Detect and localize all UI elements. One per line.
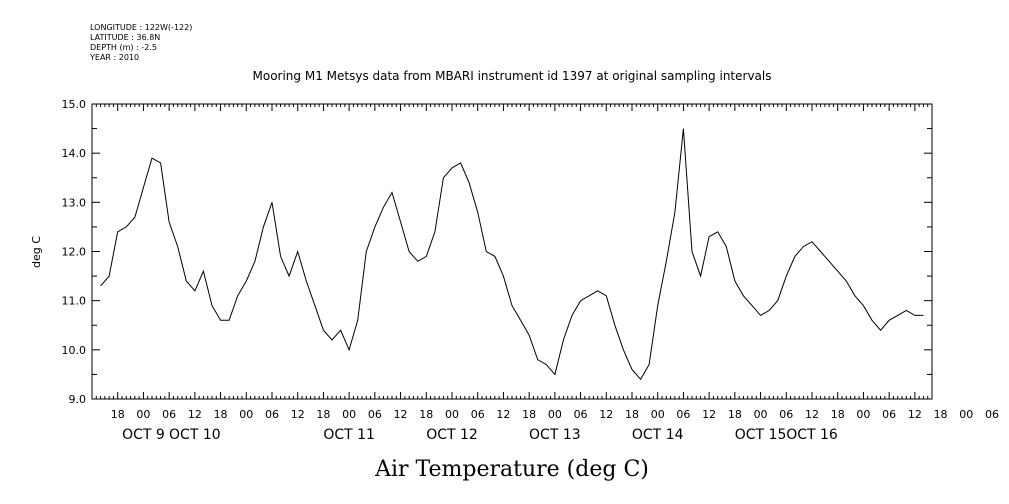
- x-day-label: OCT 9: [122, 427, 165, 443]
- x-hour-label: 18: [934, 408, 948, 421]
- year-text: YEAR : 2010: [89, 53, 139, 62]
- x-hour-label: 00: [445, 408, 459, 421]
- plot-frame: [91, 103, 933, 400]
- x-day-label: OCT 11: [323, 427, 375, 443]
- x-hour-label: 18: [419, 408, 433, 421]
- x-hour-label: 18: [111, 408, 125, 421]
- x-hour-label: 18: [831, 408, 845, 421]
- x-axis-label: Air Temperature (deg C): [374, 457, 649, 482]
- x-hour-label: 06: [265, 408, 279, 421]
- x-hour-label: 18: [522, 408, 536, 421]
- x-hour-label: 12: [599, 408, 613, 421]
- x-axis: 18 00 06 12 18 00 06 12 18 00 06 12 18 00 06 12 18 00 06 12…: [91, 104, 999, 443]
- x-day-label: OCT 12: [426, 427, 478, 443]
- x-day-label: OCT 13: [529, 427, 581, 443]
- y-tick-label: 15.0: [62, 98, 87, 111]
- x-hour-label: 00: [136, 408, 150, 421]
- x-hour-label: 06: [882, 408, 896, 421]
- air-temperature-line: [100, 128, 924, 381]
- x-hour-label: 18: [728, 408, 742, 421]
- x-hour-label: 12: [496, 408, 510, 421]
- x-hour-label: 06: [162, 408, 176, 421]
- x-hour-label: 18: [214, 408, 228, 421]
- x-hour-label: 06: [368, 408, 382, 421]
- longitude-text: LONGITUDE : 122W(-122): [90, 23, 192, 32]
- y-tick-label: 11.0: [62, 295, 87, 308]
- x-hour-label: 00: [856, 408, 870, 421]
- x-hour-label: 00: [959, 408, 973, 421]
- x-hour-label: 12: [291, 408, 305, 421]
- x-hour-label: 00: [754, 408, 768, 421]
- y-tick-label: 10.0: [62, 344, 87, 357]
- plot-area: [91, 103, 933, 400]
- y-tick-label: 9.0: [69, 393, 87, 406]
- y-axis: 9.0 10.0 11.0 12.0 13.0 14.0 15.0: [62, 98, 932, 406]
- x-hour-label: 00: [239, 408, 253, 421]
- y-tick-label: 12.0: [62, 246, 87, 259]
- x-hour-label: 06: [676, 408, 690, 421]
- x-day-label: OCT 10: [169, 427, 221, 443]
- x-hour-label: 18: [316, 408, 330, 421]
- x-hour-label: 12: [188, 408, 202, 421]
- x-hour-label: 00: [651, 408, 665, 421]
- x-day-label: OCT 14: [632, 427, 684, 443]
- x-hour-label: 00: [342, 408, 356, 421]
- x-hour-label: 12: [394, 408, 408, 421]
- x-hour-label: 12: [908, 408, 922, 421]
- x-hour-label: 06: [985, 408, 999, 421]
- latitude-text: LATITUDE : 36.8N: [90, 33, 160, 42]
- x-hour-label: 12: [702, 408, 716, 421]
- y-tick-label: 13.0: [62, 196, 87, 209]
- x-hour-label: 18: [625, 408, 639, 421]
- x-hour-label: 00: [548, 408, 562, 421]
- x-hour-label: 06: [471, 408, 485, 421]
- x-day-label: OCT 16: [786, 427, 838, 443]
- depth-text: DEPTH (m) : -2.5: [90, 43, 157, 52]
- x-hour-label: 06: [779, 408, 793, 421]
- y-tick-label: 14.0: [62, 147, 87, 160]
- x-day-label: OCT 15: [735, 427, 787, 443]
- x-hour-label: 12: [805, 408, 819, 421]
- y-axis-label: deg C: [30, 236, 43, 268]
- chart-title: Mooring M1 Metsys data from MBARI instru…: [253, 69, 772, 83]
- x-hour-label: 06: [574, 408, 588, 421]
